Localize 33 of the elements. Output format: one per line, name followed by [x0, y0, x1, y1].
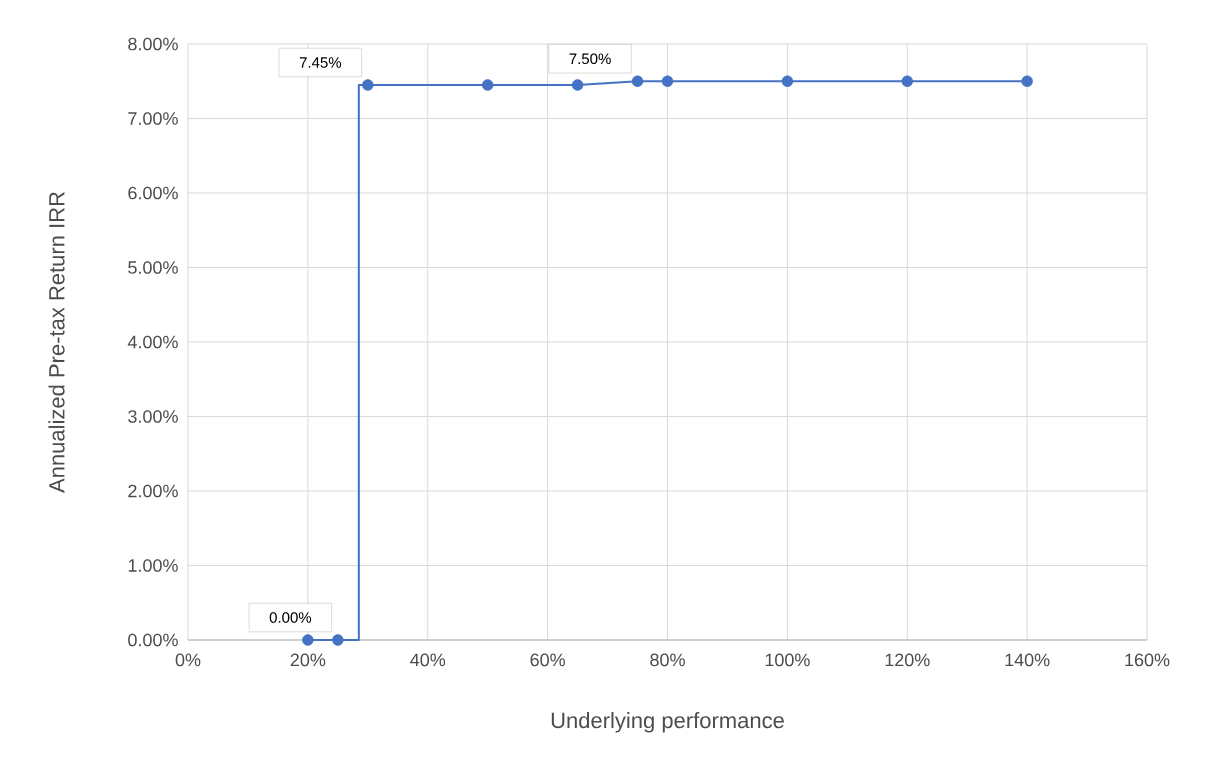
- point: [901, 75, 913, 87]
- x-tick-label: 60%: [530, 653, 565, 667]
- x-tick-label: 20%: [290, 653, 326, 667]
- annotation: 0.00%: [269, 612, 312, 623]
- x-tick-label: 120%: [885, 653, 930, 667]
- y-axis-title: Annualized Pre-tax Return IRR: [48, 192, 65, 493]
- y-tick-label: 1.00%: [128, 559, 178, 572]
- x-tick-label: 100%: [765, 653, 810, 667]
- x-tick-label: 160%: [1125, 653, 1170, 667]
- point: [631, 75, 644, 87]
- point: [362, 79, 374, 91]
- x-axis-title: Underlying performance: [551, 712, 784, 733]
- point: [661, 75, 674, 87]
- point: [571, 79, 584, 91]
- y-tick-label: 6.00%: [128, 186, 178, 200]
- point: [302, 634, 314, 646]
- annotation: 7.45%: [299, 57, 342, 68]
- y-tick-label: 7.00%: [128, 112, 178, 125]
- x-tick-label: 80%: [650, 653, 685, 667]
- point: [781, 75, 794, 87]
- x-tick-label: 0%: [175, 653, 201, 667]
- point: [1021, 75, 1033, 87]
- point: [332, 634, 344, 646]
- y-tick-label: 2.00%: [128, 484, 178, 498]
- annotation: 7.50%: [569, 53, 611, 65]
- y-tick-label: 8.00%: [128, 37, 178, 51]
- y-tick-label: 5.00%: [128, 261, 178, 274]
- x-tick-label: 40%: [410, 653, 446, 667]
- point: [481, 79, 494, 91]
- y-tick-label: 3.00%: [128, 410, 178, 423]
- x-tick-label: 140%: [1005, 653, 1050, 667]
- y-tick-label: 4.00%: [127, 335, 178, 349]
- y-tick-label: 0.00%: [128, 633, 178, 647]
